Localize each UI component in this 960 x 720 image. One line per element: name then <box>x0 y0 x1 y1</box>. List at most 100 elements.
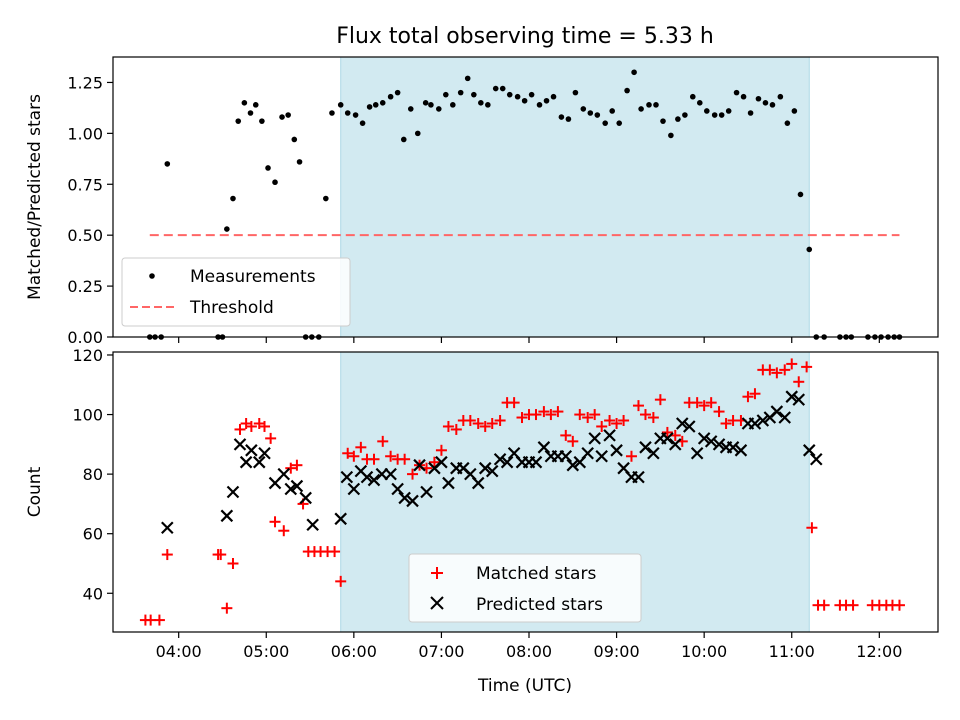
predicted-star-point <box>384 467 397 481</box>
predicted-star-point <box>340 470 354 484</box>
y-tick-label: 0.25 <box>67 277 103 296</box>
matched-star-point <box>625 450 637 462</box>
measurement-point <box>624 87 630 94</box>
y-tick-label: 40 <box>83 584 103 603</box>
measurement-point <box>594 112 601 118</box>
predicted-star-point <box>756 414 770 427</box>
measurement-point <box>247 110 254 116</box>
measurement-point <box>733 89 740 96</box>
x-tick-label: 05:00 <box>243 642 289 661</box>
matched-star-point <box>611 417 623 429</box>
measurement-point <box>536 102 543 108</box>
predicted-star-point <box>442 476 455 490</box>
count-plot-frame <box>112 351 939 633</box>
measurement-point <box>235 118 242 124</box>
measurement-point <box>791 108 798 114</box>
matched-star-point <box>291 459 303 471</box>
x-tick-label: 09:00 <box>594 642 640 661</box>
matched-star-point <box>530 409 542 421</box>
matched-star-point <box>428 456 440 468</box>
matched-star-point <box>234 423 246 435</box>
x-tick-label: 11:00 <box>769 642 815 661</box>
matched-star-point <box>596 420 608 432</box>
matched-star-point <box>464 415 476 427</box>
measurement-point <box>565 116 572 122</box>
matched-star-point <box>494 415 506 427</box>
measurement-point <box>711 112 718 118</box>
measurement-point <box>241 100 248 106</box>
ratio-plot-frame <box>112 56 939 338</box>
predicted-star-point <box>792 393 806 406</box>
y-tick-label: 120 <box>72 346 103 365</box>
legend-predicted-marker <box>430 596 444 610</box>
measurement-point <box>689 93 696 100</box>
predicted-star-point <box>675 417 689 430</box>
count-legend: Matched stars Predicted stars <box>408 553 642 623</box>
matched-star-point <box>342 447 354 459</box>
matched-star-point <box>153 614 165 626</box>
measurement-point <box>580 106 587 112</box>
matched-star-point <box>567 435 579 447</box>
matched-star-point <box>435 444 447 456</box>
matched-star-point <box>385 450 397 462</box>
predicted-star-point <box>785 390 799 403</box>
measurement-point <box>762 100 769 106</box>
measurement-point <box>784 120 791 126</box>
matched-star-point <box>806 522 818 534</box>
measurement-point <box>616 120 623 126</box>
y-tick-label: 100 <box>72 406 103 425</box>
predicted-star-point <box>299 491 312 505</box>
y-tick-label: 1.00 <box>67 124 103 143</box>
measurement-point <box>366 104 373 110</box>
x-tick-label: 12:00 <box>856 642 902 661</box>
predicted-star-point <box>726 441 740 454</box>
predicted-star-point <box>566 458 580 472</box>
predicted-star-point <box>704 435 718 448</box>
matched-star-point <box>582 412 594 424</box>
predicted-star-point <box>161 521 174 535</box>
matched-star-point <box>632 400 644 412</box>
predicted-star-point <box>697 432 711 445</box>
matched-star-point <box>245 420 257 432</box>
predicted-star-point <box>581 446 594 460</box>
measurement-point <box>387 93 394 100</box>
matched-star-point <box>265 432 277 444</box>
measurement-point <box>572 89 579 96</box>
predicted-star-point <box>588 432 601 445</box>
predicted-star-point <box>661 432 674 445</box>
legend-threshold-label: Threshold <box>189 298 274 318</box>
predicted-star-point <box>406 494 419 508</box>
measurement-point <box>394 89 401 96</box>
ratio-panel: 0.00 0.25 0.50 0.75 1.00 1.25 Matched/Predict… <box>25 56 939 347</box>
measurement-point <box>407 106 414 112</box>
matched-star-point <box>560 429 572 441</box>
y-tick-label: 80 <box>83 465 103 484</box>
matched-star-point <box>285 462 297 474</box>
predicted-star-point <box>770 405 784 418</box>
legend-predicted-label: Predicted stars <box>476 595 603 615</box>
matched-star-point <box>786 358 798 370</box>
matched-star-point <box>720 417 732 429</box>
measurement-point <box>224 226 230 232</box>
matched-star-point <box>801 361 813 373</box>
measurement-point <box>259 118 265 124</box>
matched-star-point <box>545 409 557 421</box>
measurement-point <box>291 136 298 143</box>
measurement-point <box>265 165 271 171</box>
measurement-point <box>675 116 681 122</box>
matched-star-point <box>215 549 227 561</box>
measurement-point <box>646 102 652 108</box>
matched-star-point <box>278 525 290 537</box>
measurement-point <box>428 102 434 108</box>
predicted-star-point <box>559 449 573 463</box>
measurement-point <box>660 118 666 124</box>
measurement-point <box>435 106 442 112</box>
y-tick-label: 0.75 <box>67 175 103 194</box>
matched-star-point <box>742 391 754 403</box>
measurement-point <box>653 102 659 108</box>
predicted-star-point <box>595 449 608 463</box>
measurement-point <box>344 110 351 116</box>
y-tick-label: 0.00 <box>67 328 103 347</box>
y-tick-label: 60 <box>83 525 103 544</box>
